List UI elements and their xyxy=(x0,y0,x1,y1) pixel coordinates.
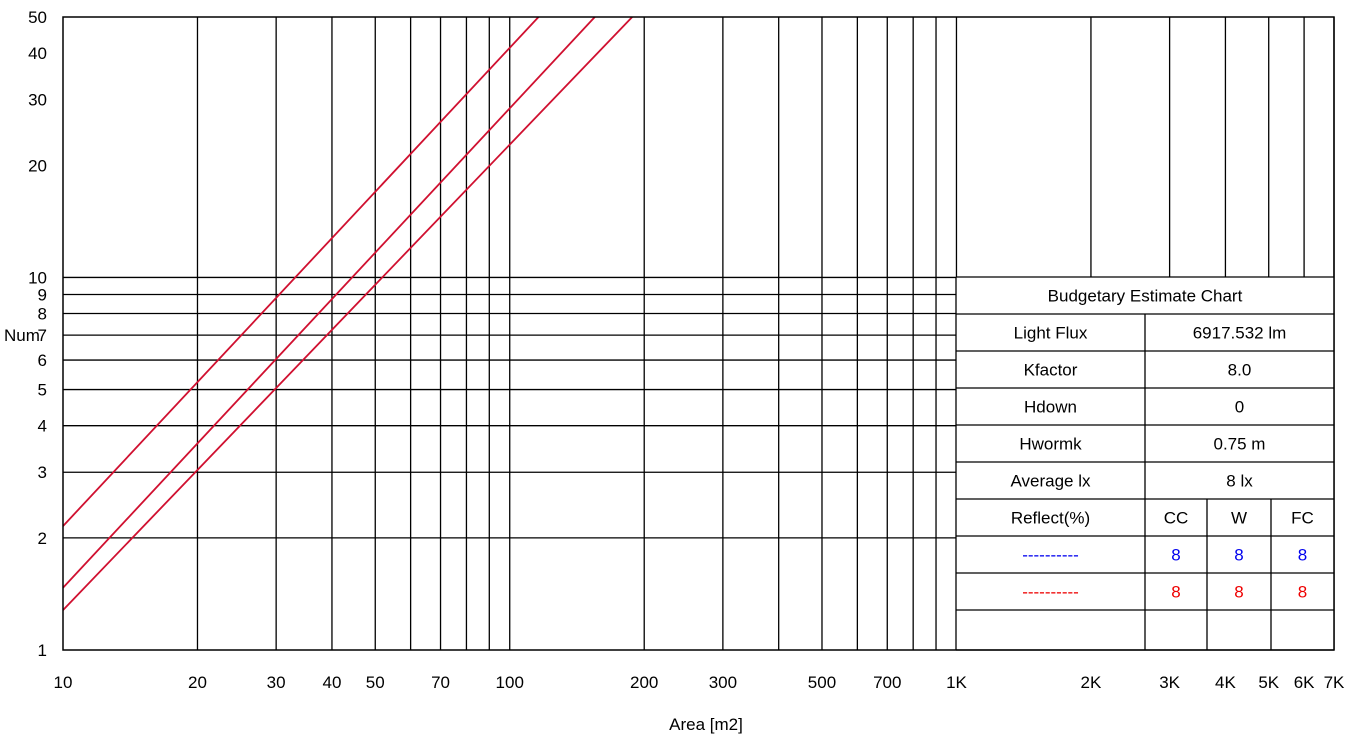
x-tick-label: 20 xyxy=(188,673,207,692)
y-tick-label: 7 xyxy=(38,326,47,345)
series-line-2 xyxy=(62,16,596,589)
y-tick-label: 10 xyxy=(28,268,47,287)
y-axis-label: Num xyxy=(4,326,40,345)
x-tick-label: 10 xyxy=(54,673,73,692)
x-tick-label: 50 xyxy=(366,673,385,692)
x-tick-label: 4K xyxy=(1215,673,1236,692)
x-tick-label: 30 xyxy=(267,673,286,692)
table-row-label: Kfactor xyxy=(1024,361,1078,380)
table-row-label: Average lx xyxy=(1010,472,1091,491)
reflect-legend: ---------- xyxy=(1022,583,1079,602)
axis-labels: Area [m2] Num xyxy=(4,326,743,734)
x-tick-label: 700 xyxy=(873,673,901,692)
x-tick-label: 1K xyxy=(946,673,967,692)
reflect-header-fc: FC xyxy=(1291,509,1314,528)
y-tick-label: 1 xyxy=(38,641,47,660)
info-table: Budgetary Estimate Chart Light Flux 6917.5… xyxy=(955,276,1334,651)
x-tick-label: 100 xyxy=(496,673,524,692)
series-lines xyxy=(62,16,633,611)
reflect-header-w: W xyxy=(1231,509,1247,528)
series-line-1 xyxy=(62,16,540,527)
table-title: Budgetary Estimate Chart xyxy=(1048,287,1243,306)
table-row-value: 0 xyxy=(1235,398,1244,417)
x-tick-label: 2K xyxy=(1081,673,1102,692)
table-row-value: 8 lx xyxy=(1226,472,1253,491)
y-tick-label: 30 xyxy=(28,91,47,110)
y-tick-label: 9 xyxy=(38,285,47,304)
reflect-fc-value: 8 xyxy=(1298,546,1307,565)
x-tick-label: 500 xyxy=(808,673,836,692)
y-tick-label: 5 xyxy=(38,381,47,400)
reflect-header-label: Reflect(%) xyxy=(1011,509,1090,528)
y-tick-label: 50 xyxy=(28,8,47,27)
x-tick-label: 40 xyxy=(322,673,341,692)
plot-frame xyxy=(62,16,1335,651)
tick-labels: 10 20 30 40 50 70 100 200 300 500 700 1K 2K 3K 4K 5K 6K 7… xyxy=(28,8,1345,692)
reflect-fc-value: 8 xyxy=(1298,583,1307,602)
y-tick-label: 8 xyxy=(38,305,47,324)
x-tick-label: 200 xyxy=(630,673,658,692)
table-row-value: 0.75 m xyxy=(1214,435,1266,454)
x-tick-label: 7K xyxy=(1324,673,1345,692)
x-tick-label: 70 xyxy=(431,673,450,692)
y-tick-label: 2 xyxy=(38,529,47,548)
reflect-w-value: 8 xyxy=(1234,583,1243,602)
y-tick-label: 20 xyxy=(28,156,47,175)
y-tick-label: 3 xyxy=(38,463,47,482)
reflect-w-value: 8 xyxy=(1234,546,1243,565)
x-tick-label: 300 xyxy=(709,673,737,692)
reflect-header-cc: CC xyxy=(1164,509,1189,528)
y-tick-label: 40 xyxy=(28,44,47,63)
x-tick-label: 3K xyxy=(1159,673,1180,692)
series-line-3 xyxy=(62,16,633,611)
reflect-cc-value: 8 xyxy=(1171,583,1180,602)
table-row-label: Light Flux xyxy=(1014,324,1088,343)
x-tick-label: 5K xyxy=(1258,673,1279,692)
y-tick-label: 6 xyxy=(38,351,47,370)
x-tick-label: 6K xyxy=(1294,673,1315,692)
table-row-value: 8.0 xyxy=(1228,361,1252,380)
plot-border xyxy=(62,16,1335,651)
y-tick-label: 4 xyxy=(38,417,47,436)
table-row-label: Hdown xyxy=(1024,398,1077,417)
table-row-value: 6917.532 lm xyxy=(1193,324,1287,343)
x-axis-label: Area [m2] xyxy=(669,715,743,734)
reflect-cc-value: 8 xyxy=(1171,546,1180,565)
table-row-label: Hwormk xyxy=(1019,435,1082,454)
reflect-legend: ---------- xyxy=(1022,546,1079,565)
